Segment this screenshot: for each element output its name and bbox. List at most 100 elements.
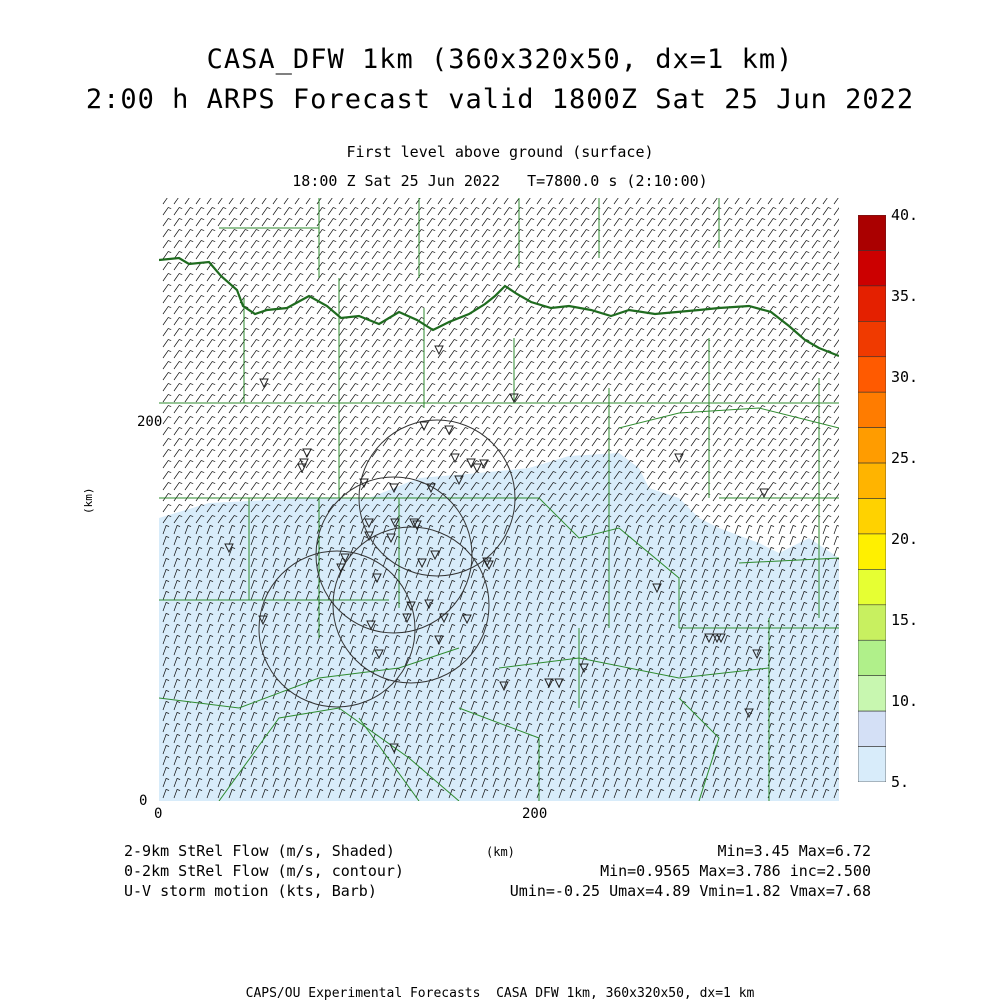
wind-barb [547,372,557,381]
wind-barb [239,251,249,260]
wind-barb [514,613,522,623]
wind-barb [734,251,744,260]
wind-barb [613,438,623,447]
wind-barb [206,701,214,711]
wind-barb [305,624,313,634]
wind-barb [734,536,742,546]
wind-barb [184,383,194,392]
wind-barb [327,273,337,282]
wind-barb [470,449,480,458]
wind-barb [250,591,258,601]
wind-barb [338,372,348,381]
wind-barb [239,745,247,755]
wind-barb [723,471,733,480]
wind-barb [789,723,797,733]
wind-barb [822,657,830,667]
wind-barb [646,306,656,315]
wind-barb [679,569,687,579]
wind-barb [305,218,315,227]
wind-barb [811,251,821,260]
wind-barb [624,734,632,744]
wind-barb [239,756,247,766]
wind-barb [679,778,687,788]
wind-barb [228,394,238,403]
wind-barb [492,284,502,293]
wind-barb [492,613,500,623]
wind-barb [470,317,480,326]
wind-barb [668,668,676,678]
wind-barb [558,493,568,502]
wind-barb [195,361,205,370]
wind-barb [195,536,203,546]
wind-barb [547,471,557,480]
wind-barb [459,580,467,590]
wind-barb [305,394,315,403]
wind-barb [470,295,480,304]
wind-barb [558,613,566,623]
wind-barb [613,701,621,711]
wind-barb [162,218,172,227]
wind-barb [778,536,786,546]
wind-barb [745,789,753,799]
wind-barb [690,745,698,755]
wind-barb [195,350,205,359]
wind-barb [338,207,348,216]
wind-barb [162,372,172,381]
wind-barb [261,198,267,205]
wind-barb [613,460,623,469]
wind-barb [250,383,260,392]
wind-barb [294,756,302,766]
wind-barb [657,591,665,601]
wind-barb [371,602,379,612]
wind-barb [580,262,590,271]
wind-barb [745,198,751,205]
wind-barb [382,525,390,535]
wind-barb [206,427,216,436]
wind-barb [459,734,467,744]
wind-barb [668,427,678,436]
wind-barb [228,273,238,282]
wind-barb [789,712,797,722]
wind-barb [833,273,839,282]
wind-barb [591,778,599,788]
wind-barb [657,701,665,711]
wind-barb [239,657,247,667]
wind-barb [503,295,513,304]
wind-barb [294,262,304,271]
wind-barb [811,657,819,667]
wind-barb [624,515,634,524]
wind-barb [415,789,423,799]
wind-barb [657,635,665,645]
wind-barb [657,493,667,502]
wind-barb [800,229,810,238]
wind-barb [668,547,676,557]
wind-barb [349,284,359,293]
wind-barb [657,712,665,722]
wind-barb [569,394,579,403]
wind-barb [657,569,665,579]
wind-barb [811,273,821,282]
wind-barb [272,460,282,469]
wind-barb [415,229,425,238]
wind-barb [459,525,467,535]
wind-barb [261,207,271,216]
wind-barb [338,580,346,590]
wind-barb [745,383,755,392]
wind-barb [525,251,535,260]
wind-barb [646,723,654,733]
wind-barb [536,317,546,326]
wind-barb [459,646,467,656]
wind-barb [580,591,588,601]
wind-barb [371,361,381,370]
wind-barb [481,427,491,436]
wind-barb [811,580,819,590]
wind-barb [470,198,476,205]
wind-barb [536,262,546,271]
wind-barb [580,273,590,282]
wind-barb [734,558,742,568]
wind-barb [470,251,480,260]
wind-barb [712,350,722,359]
wind-barb [558,778,566,788]
wind-barb [404,580,412,590]
wind-barb [470,690,478,700]
